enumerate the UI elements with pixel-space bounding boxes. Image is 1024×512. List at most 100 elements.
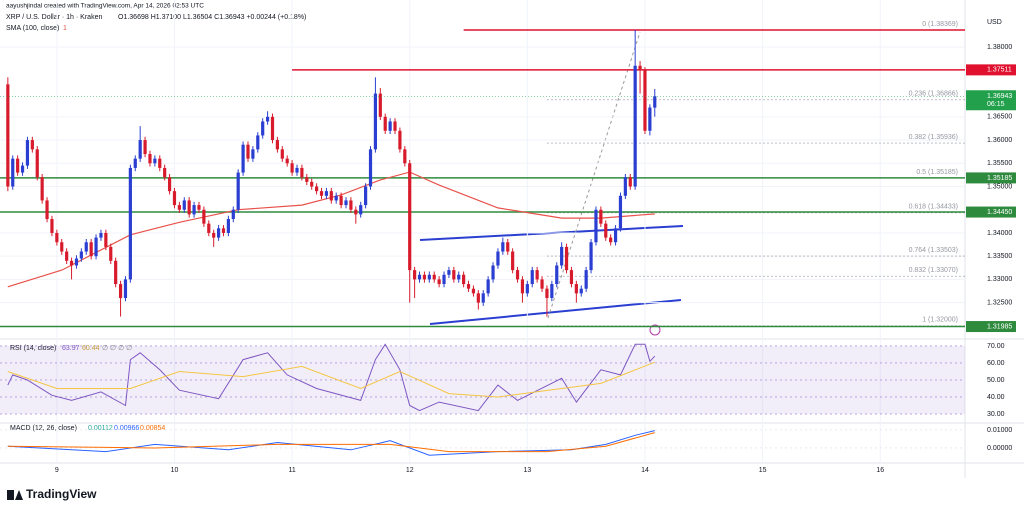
- candle-body: [261, 121, 265, 136]
- candle-body: [364, 186, 368, 206]
- candle-body: [11, 158, 15, 187]
- currency: USD: [987, 19, 1002, 26]
- y-tick-label: 40.00: [987, 394, 1005, 401]
- candle-body: [471, 288, 476, 294]
- candle-body: [172, 191, 177, 206]
- logo-mark: [7, 490, 14, 500]
- candle-body: [158, 158, 162, 168]
- candle-body: [334, 195, 338, 201]
- macd-hist-value: 0.00112: [88, 425, 113, 432]
- candle-body: [35, 149, 39, 178]
- candle-body: [216, 228, 221, 238]
- candle-body: [560, 246, 564, 266]
- fib-label: 0.618 (1.34433): [909, 204, 958, 211]
- candle-body: [486, 279, 490, 294]
- y-tick-label: 60.00: [987, 360, 1005, 367]
- y-tick-label: 1.35500: [987, 160, 1012, 167]
- y-tick-label: 0.01000: [987, 427, 1012, 434]
- candle-body: [432, 274, 436, 280]
- candle-body: [30, 140, 34, 150]
- candle-body: [246, 144, 250, 159]
- candle-body: [462, 274, 466, 285]
- level-tag-label: 1.34450: [987, 209, 1012, 216]
- candle-body: [511, 251, 515, 271]
- fib-label: 0 (1.38369): [922, 21, 958, 28]
- candle-body: [50, 219, 54, 233]
- y-tick-label: 1.32500: [987, 299, 1012, 306]
- candle-body: [300, 167, 304, 178]
- sma-value: 1: [63, 25, 67, 32]
- fib-label: 1 (1.32000): [922, 317, 958, 324]
- level-tag: [966, 172, 1016, 184]
- signal-value: 0.00854: [140, 425, 165, 432]
- fib-label: 0.236 (1.36866): [909, 91, 958, 98]
- candle-body: [270, 116, 275, 141]
- candle-body: [295, 167, 299, 173]
- candle-body: [167, 177, 172, 192]
- candle-body: [398, 130, 402, 150]
- candle-body: [182, 200, 186, 210]
- candle-body: [589, 242, 593, 271]
- candle-body: [427, 274, 431, 280]
- candle-body: [496, 251, 500, 266]
- candle-body: [628, 177, 632, 187]
- symbol: XRP / U.S. Dollar · 1h · Kraken: [6, 14, 102, 21]
- current-price-tag: [966, 90, 1016, 111]
- sma-line: [7, 171, 655, 288]
- candle-body: [530, 270, 534, 285]
- candle-body: [618, 195, 623, 229]
- y-tick-label: 0.00000: [987, 445, 1012, 452]
- x-tick-label: 13: [523, 467, 531, 474]
- candle-body: [109, 246, 113, 261]
- y-tick-label: 1.36000: [987, 137, 1012, 144]
- alert-icon: [649, 324, 661, 336]
- candle-body: [599, 209, 603, 224]
- y-tick-label: 50.00: [987, 377, 1005, 384]
- y-tick-label: 70.00: [987, 343, 1005, 350]
- candle-body: [6, 84, 10, 187]
- candle-body: [280, 149, 284, 159]
- candle-body: [79, 251, 83, 259]
- candle-body: [187, 200, 191, 215]
- level-tag-label: 1.35185: [987, 175, 1012, 182]
- candle-body: [349, 200, 353, 210]
- candle-body: [128, 167, 132, 280]
- x-tick-label: 12: [406, 467, 414, 474]
- sma-label: SMA (100, close): [6, 25, 59, 32]
- candle-body: [89, 242, 93, 257]
- candle-body: [221, 228, 226, 233]
- candle-body: [163, 167, 167, 178]
- candle-body: [613, 228, 618, 243]
- candle-body: [501, 242, 505, 252]
- candle-body: [74, 258, 79, 266]
- candle-body: [226, 219, 230, 233]
- candle-body: [403, 149, 407, 164]
- candle-body: [653, 96, 657, 108]
- candle-body: [520, 279, 525, 294]
- candle-body: [231, 209, 235, 220]
- candle-body: [153, 158, 157, 164]
- candle-body: [535, 270, 539, 280]
- candle-body: [437, 279, 441, 285]
- candle-body: [94, 237, 98, 257]
- x-tick-label: 10: [171, 467, 179, 474]
- candle-body: [329, 191, 333, 201]
- candle-body: [491, 265, 495, 280]
- candle-body: [319, 191, 324, 196]
- candle-body: [16, 158, 20, 173]
- indicator-line: [7, 430, 655, 456]
- indicator-line: [7, 432, 655, 453]
- candle-body: [383, 116, 387, 131]
- candle-body: [148, 153, 152, 164]
- candle-body: [408, 163, 412, 271]
- rsi-extra: ∅ ∅ ∅ ∅: [102, 345, 132, 352]
- fib-label: 0.382 (1.35936): [909, 134, 958, 141]
- candle-body: [442, 274, 446, 285]
- candle-body: [633, 65, 637, 187]
- candle-body: [555, 265, 559, 285]
- candle-body: [99, 232, 103, 238]
- candle-body: [594, 209, 598, 243]
- candle-body: [114, 260, 118, 285]
- candle-body: [550, 284, 554, 298]
- candle-body: [60, 242, 64, 252]
